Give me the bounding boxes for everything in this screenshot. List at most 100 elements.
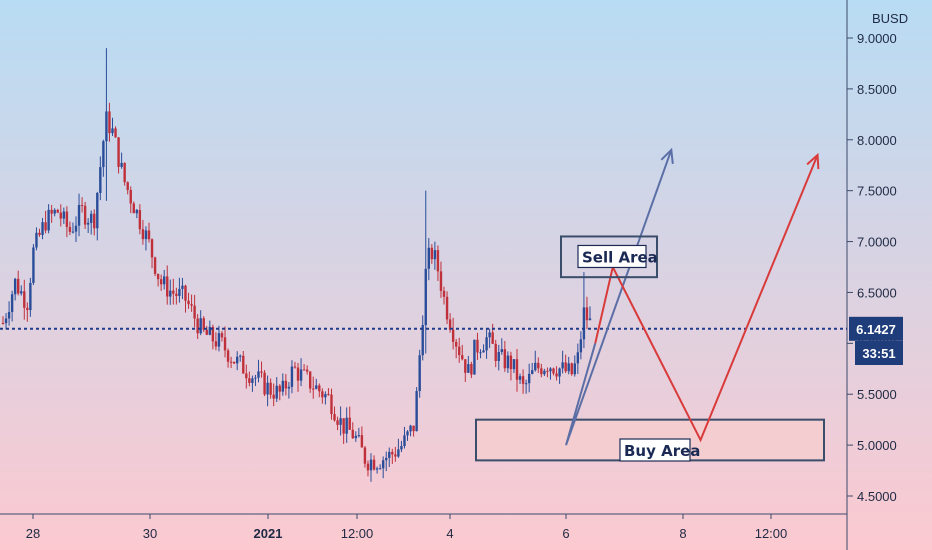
candle-body: [293, 366, 297, 368]
candle-body: [272, 394, 275, 399]
candle-body: [90, 213, 93, 223]
candle-body: [385, 457, 388, 461]
candle-body: [391, 451, 394, 455]
candle-body: [330, 394, 333, 415]
candle-body: [93, 213, 96, 229]
candle-body: [7, 311, 11, 319]
current-price-tag: 6.1427 33:51: [849, 316, 903, 365]
candle-body: [50, 209, 53, 214]
candle-body: [439, 271, 443, 291]
candle-body: [543, 370, 546, 375]
candle-body: [17, 278, 20, 294]
candle-body: [226, 350, 230, 362]
candle-body: [406, 431, 409, 436]
candle-body: [546, 370, 549, 372]
candle-body: [451, 329, 455, 342]
candle-body: [299, 369, 303, 381]
candle-body: [1, 322, 5, 324]
candle-body: [375, 468, 379, 470]
candle-body: [394, 454, 397, 457]
candle-body: [132, 203, 135, 214]
candle-body: [473, 339, 476, 375]
candle-body: [41, 222, 44, 235]
candle-body: [202, 318, 205, 330]
candle-body: [26, 307, 29, 311]
time-ticks: 28 30 2021 12:00 4 6 8 12:00: [26, 514, 787, 541]
time-tick-label: 2021: [254, 526, 283, 541]
candle-body: [534, 362, 537, 371]
currency-label: BUSD: [872, 11, 908, 26]
candle-body: [199, 318, 202, 334]
candle-body: [488, 332, 491, 338]
candle-body: [521, 376, 525, 384]
candle-body: [129, 190, 132, 204]
candle-body: [260, 371, 263, 373]
candle-body: [99, 167, 102, 193]
candle-body: [354, 435, 358, 439]
candle-body: [552, 368, 555, 374]
candle-body: [20, 291, 23, 294]
candle-body: [35, 232, 38, 248]
candle-body: [245, 373, 248, 379]
candle-body: [68, 226, 72, 232]
candle-body: [77, 204, 81, 226]
candle-body: [418, 355, 421, 392]
candle-body: [269, 382, 272, 395]
candle-body: [114, 128, 117, 138]
price-tick-label: 4.5000: [857, 489, 897, 504]
buy-area-label-bg: [619, 438, 691, 462]
candle-body: [372, 459, 376, 470]
candle-body: [576, 352, 580, 364]
price-tick-label: 8.0000: [857, 133, 897, 148]
candle-body: [141, 229, 145, 240]
price-tag-value: 6.1427: [856, 322, 896, 337]
sell-area-box: Sell Area: [560, 235, 658, 279]
candle-body: [336, 420, 339, 425]
candle-body: [360, 435, 364, 448]
price-tick-label: 5.0000: [857, 438, 897, 453]
candle-body: [312, 388, 315, 390]
candle-body: [540, 368, 543, 375]
candle-body: [442, 290, 446, 297]
candle-body: [190, 304, 193, 306]
candle-body: [527, 373, 531, 384]
candle-body: [47, 209, 50, 231]
buy-area-label: Buy Area: [624, 442, 700, 460]
price-tick-label: 7.5000: [857, 184, 897, 199]
candle-body: [108, 111, 111, 134]
candle-body: [409, 425, 412, 432]
candle-body: [339, 418, 342, 425]
time-tick-label: 28: [26, 526, 40, 541]
candle-body: [436, 250, 440, 272]
candle-body: [278, 385, 281, 392]
candle-body: [397, 449, 400, 457]
candle-body: [378, 468, 382, 470]
candle-body: [223, 337, 227, 351]
candle-body: [363, 447, 367, 464]
candle-body: [433, 250, 437, 260]
candle-body: [458, 346, 461, 356]
candle-body: [302, 369, 306, 371]
candle-body: [242, 355, 245, 374]
candle-body: [415, 391, 418, 432]
candle-body: [135, 209, 139, 214]
candle-body: [549, 368, 552, 372]
candle-body: [461, 355, 464, 360]
candle-body: [357, 435, 361, 437]
candle-body: [479, 352, 482, 354]
candle-body: [497, 352, 500, 361]
candle-body: [524, 383, 528, 385]
candle-body: [381, 460, 385, 469]
candle-body: [284, 380, 288, 389]
sell-area-frame: [560, 235, 658, 279]
candle-body: [239, 355, 242, 357]
candle-body: [138, 209, 142, 230]
candle-body: [321, 391, 324, 398]
candle-body: [266, 382, 269, 395]
sell-area-label-bg: [577, 244, 647, 269]
candle-body: [217, 333, 221, 347]
candle-body: [318, 385, 321, 392]
candle-body: [166, 276, 169, 297]
candle-body: [38, 232, 41, 235]
